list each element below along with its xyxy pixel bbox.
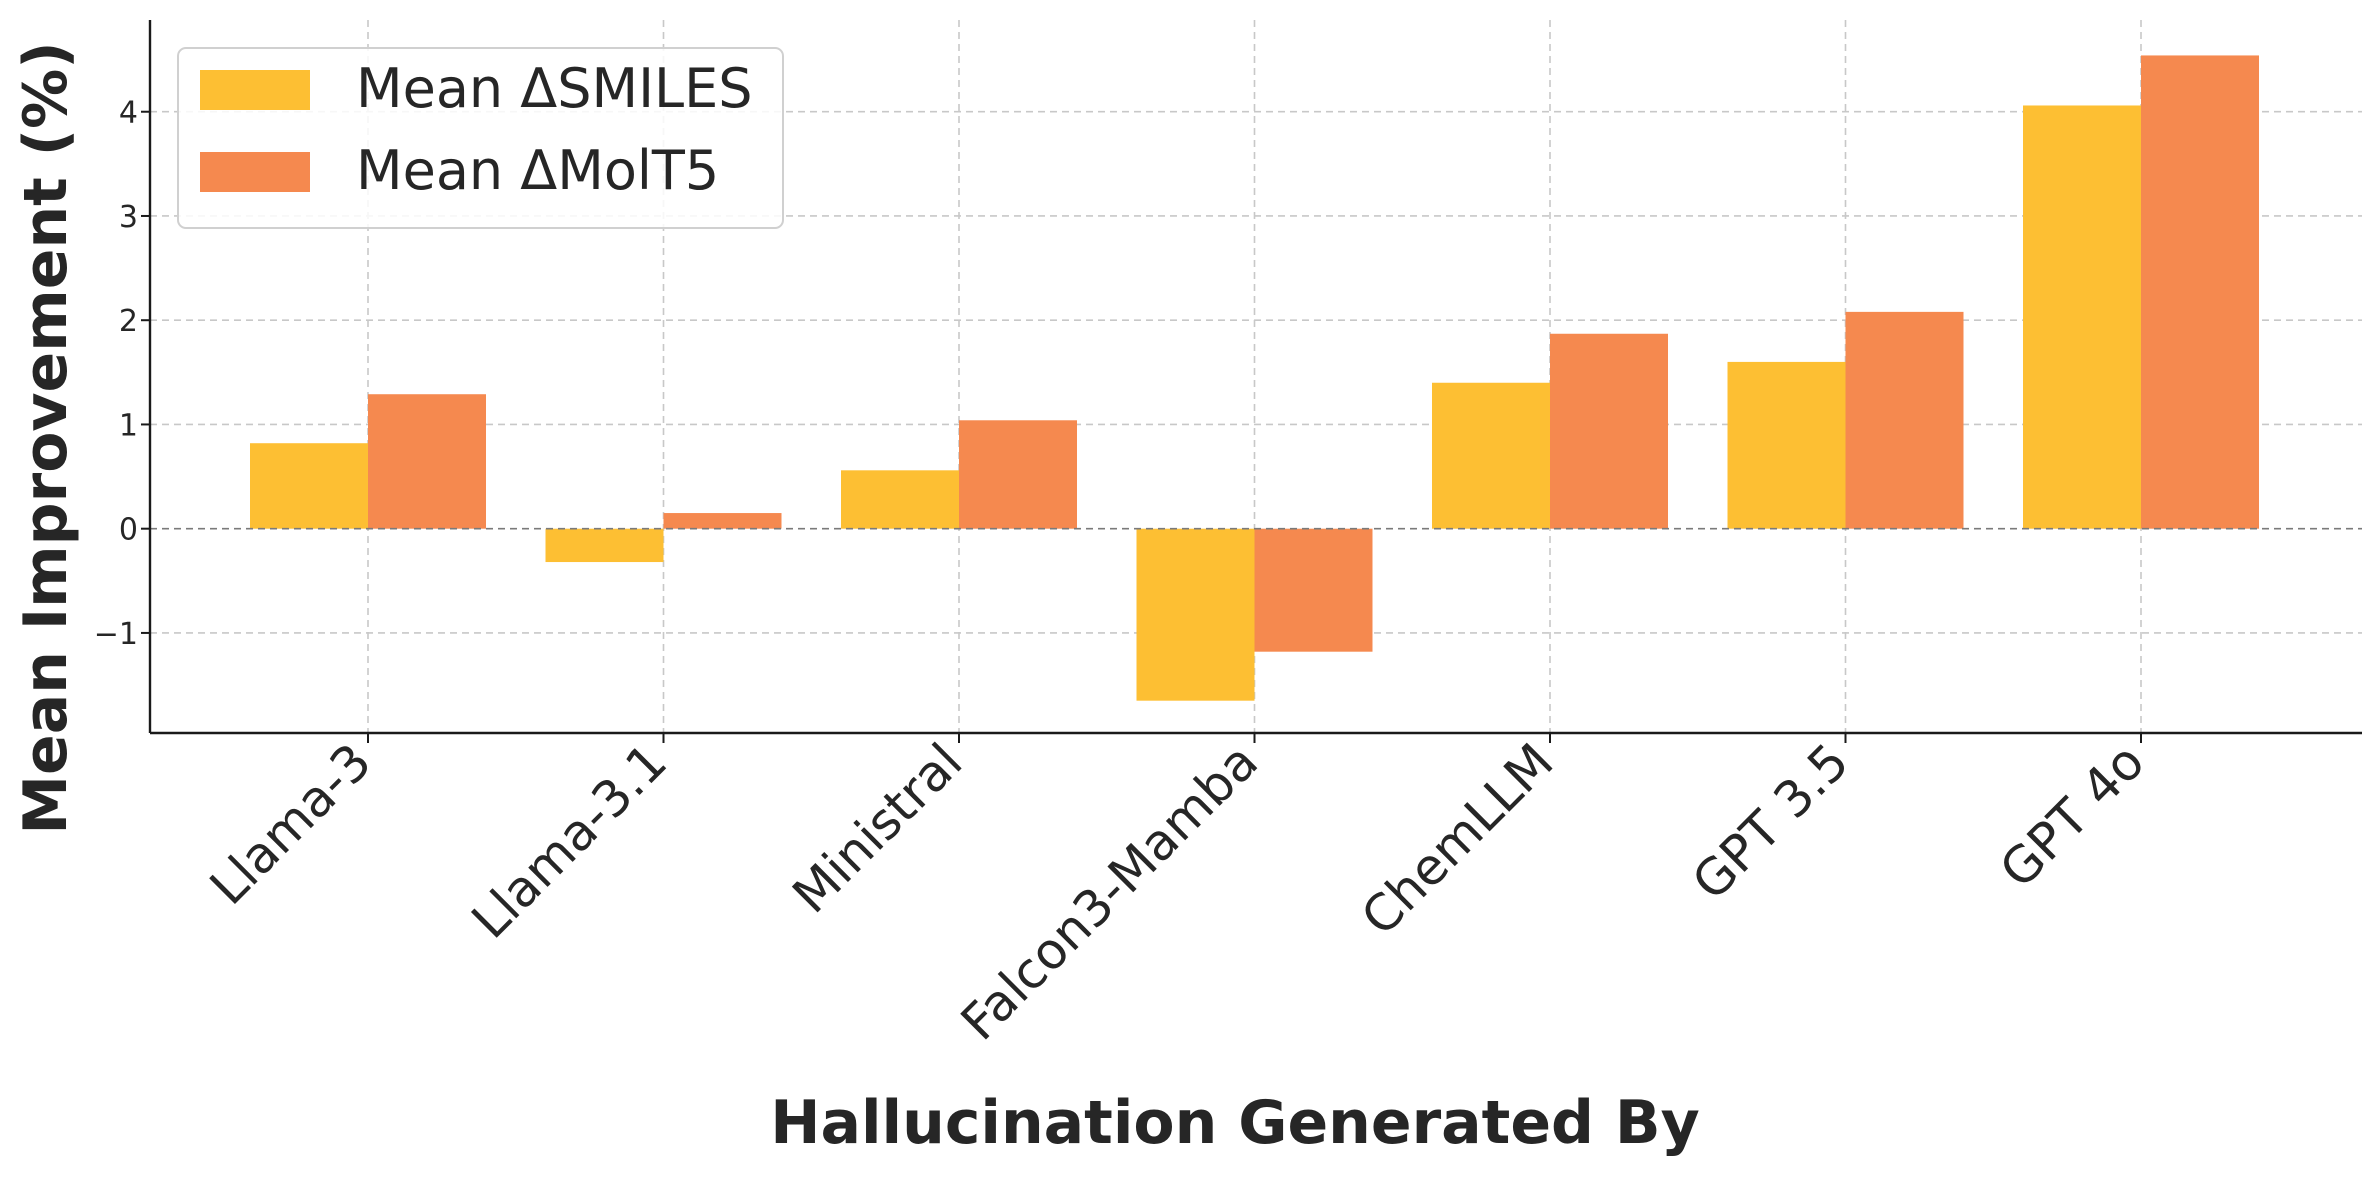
y-tick-label: 0	[119, 513, 138, 548]
bar-mean-delta-molt5	[1254, 528, 1373, 652]
x-tick-label: GPT 3.5	[1681, 732, 1860, 911]
legend-swatch	[200, 152, 310, 192]
bar-mean-delta-molt5	[368, 394, 486, 529]
bar-mean-delta-smiles	[1727, 361, 1846, 529]
bar-mean-delta-molt5	[959, 420, 1077, 529]
bar-mean-delta-smiles	[250, 443, 368, 529]
legend-label: Mean ΔMolT5	[356, 139, 719, 202]
x-tick-label: Llama-3.1	[461, 732, 678, 949]
y-tick-label: 3	[119, 200, 138, 235]
legend-frame	[177, 47, 784, 229]
legend-label: Mean ΔSMILES	[356, 57, 753, 120]
y-tick-label: 4	[119, 96, 138, 131]
bar-mean-delta-molt5	[1845, 311, 1964, 529]
x-axis-title: Hallucination Generated By	[770, 1088, 1699, 1158]
x-tick-label: ChemLLM	[1350, 732, 1564, 946]
bar-mean-delta-smiles	[841, 470, 959, 529]
y-tick-label: 2	[119, 304, 138, 339]
x-tick-label: Falcon3-Mamba	[950, 732, 1269, 1051]
axes-layer	[148, 20, 2362, 735]
x-tick-label: Llama-3	[199, 732, 383, 916]
y-tick-label: 1	[119, 408, 138, 443]
bars-layer	[250, 55, 2259, 701]
y-tick-label: −1	[94, 617, 138, 652]
legend: Mean ΔSMILES Mean ΔMolT5	[177, 47, 784, 229]
x-tick-label: GPT 4o	[1989, 732, 2156, 899]
x-tick-label: Ministral	[782, 732, 974, 924]
bar-mean-delta-smiles	[1136, 528, 1255, 701]
bar-mean-delta-smiles	[2023, 105, 2141, 529]
bar-mean-delta-molt5	[663, 513, 782, 529]
bar-mean-delta-molt5	[2141, 55, 2259, 529]
bar-mean-delta-smiles	[1432, 382, 1550, 529]
legend-swatch	[200, 70, 310, 110]
bar-mean-delta-smiles	[545, 528, 664, 563]
bar-mean-delta-molt5	[1550, 333, 1668, 529]
y-axis-title: Mean Improvement (%)	[11, 41, 81, 834]
